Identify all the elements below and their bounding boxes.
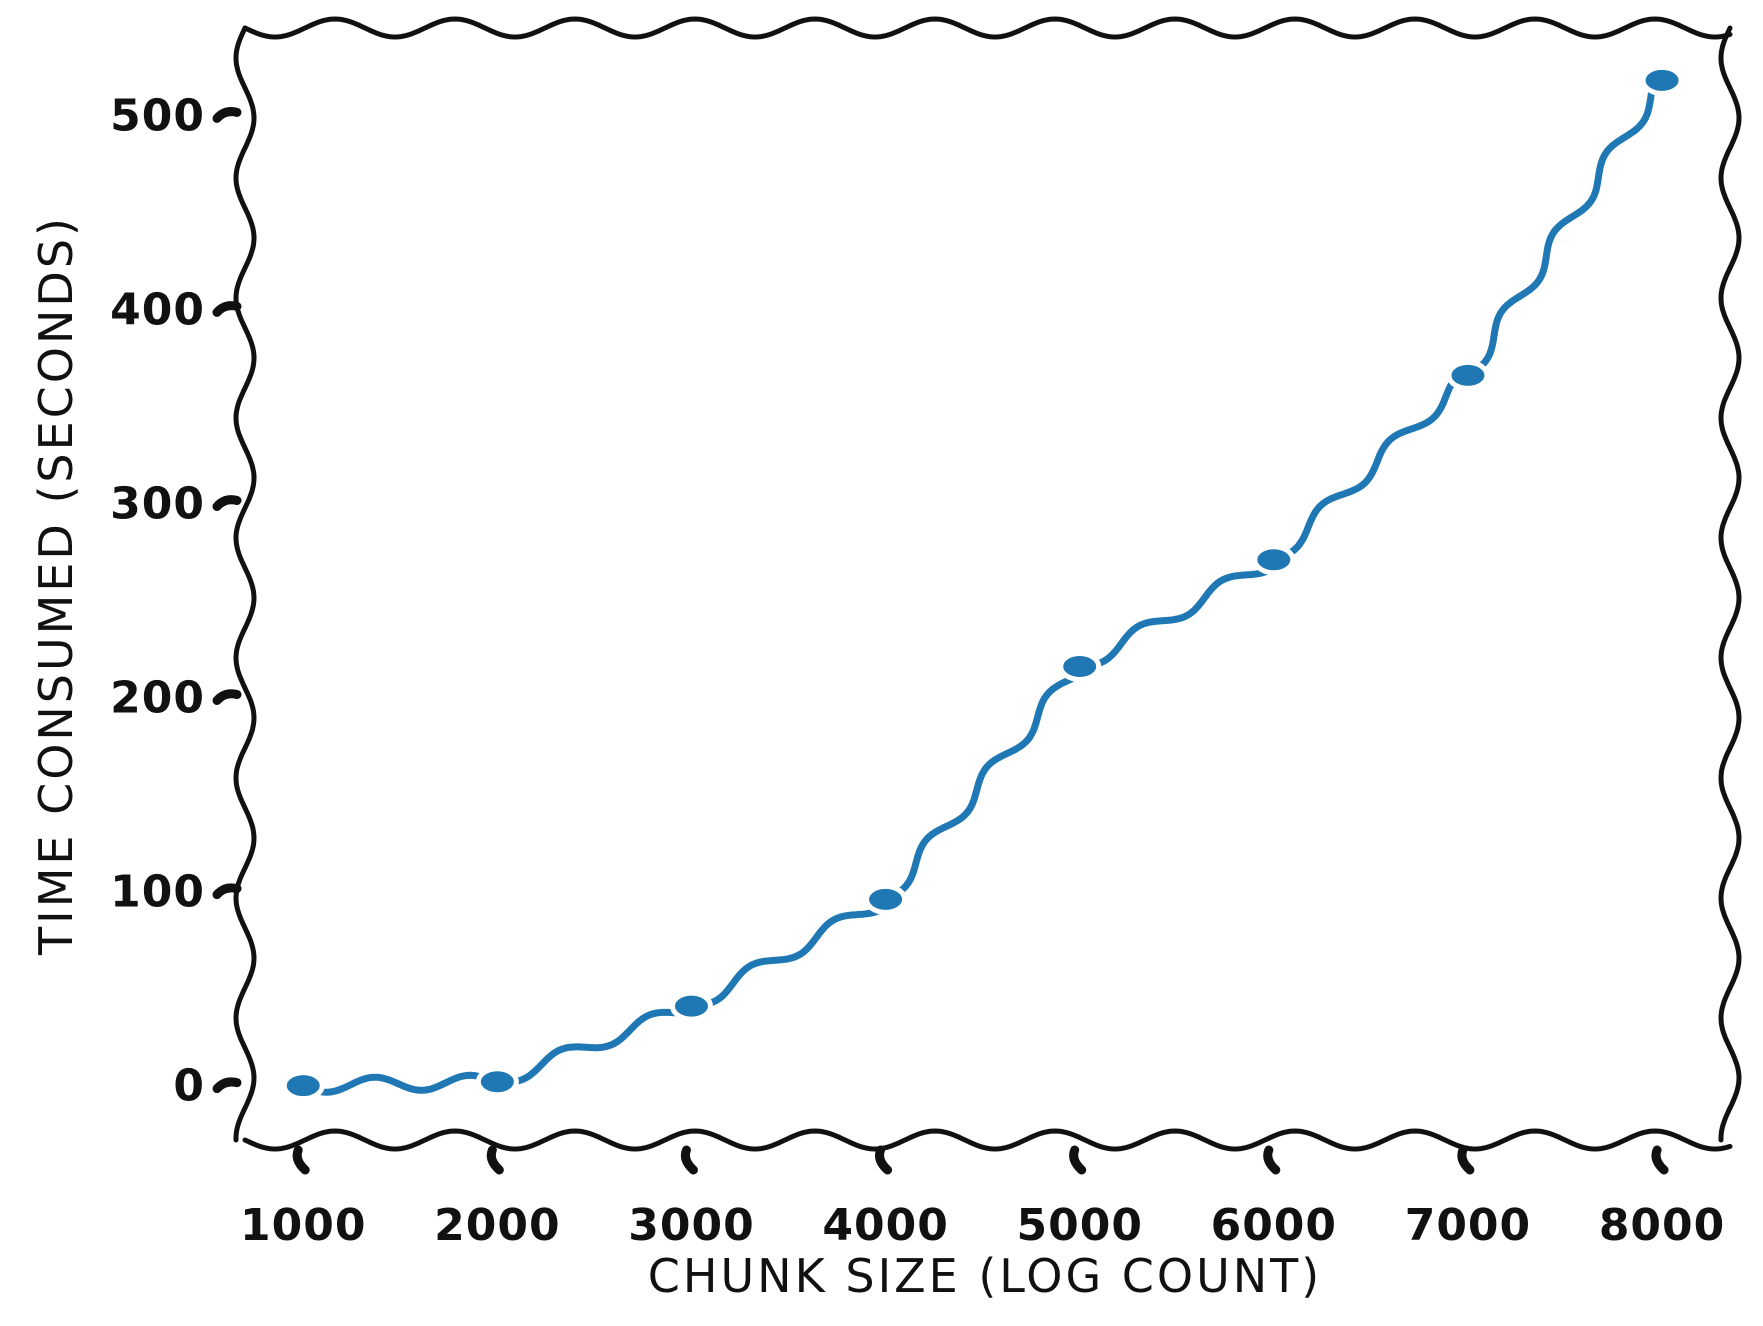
x-tick-mark [1263,1145,1281,1175]
y-tick-mark [212,883,242,900]
data-point [281,1070,325,1102]
data-point [1058,650,1102,682]
frame-right [1718,25,1742,1143]
x-tick-mark [1651,1145,1669,1175]
x-tick-label: 2000 [434,1200,560,1251]
x-tick-label: 4000 [822,1200,948,1251]
data-point [1252,544,1296,576]
y-tick-label: 200 [110,673,205,724]
y-tick-label: 100 [110,867,205,918]
x-tick-mark [875,1145,893,1175]
y-tick-label: 0 [173,1061,205,1112]
y-tick-label: 400 [110,284,205,335]
y-tick-mark [212,1077,242,1094]
y-tick-mark [212,495,242,511]
x-tick-label: 8000 [1599,1200,1725,1251]
axis-labels: CHUNK SIZE (LOG COUNT) TIME CONSUMED (SE… [29,215,1322,1303]
y-tick-label: 500 [110,90,205,141]
y-axis-label: TIME CONSUMED (SECONDS) [29,215,83,956]
series-layer [281,64,1684,1102]
data-point [864,883,908,915]
plot-frame [233,16,1742,1152]
x-tick-label: 7000 [1405,1200,1531,1251]
y-tick-mark [212,689,242,706]
series-line [299,73,1660,1096]
y-tick-mark [212,301,242,317]
frame-top [242,16,1733,40]
axis-ticks: 1000 2000 3000 4000 5000 6000 7000 8000 0 100 200 3… [110,90,1725,1251]
frame-bottom [242,1128,1733,1152]
x-tick-mark [1069,1145,1087,1175]
x-tick-label: 3000 [628,1200,754,1251]
data-point [1446,359,1490,391]
x-tick-mark [292,1145,310,1175]
x-tick-label: 1000 [240,1200,366,1251]
data-point [475,1066,519,1098]
data-point [1640,64,1684,96]
x-tick-mark [486,1145,504,1175]
data-point [669,990,713,1022]
x-tick-label: 6000 [1211,1200,1337,1251]
y-tick-label: 300 [110,478,205,529]
y-tick-mark [212,107,242,123]
x-tick-mark [680,1145,698,1175]
frame-left [233,25,257,1143]
x-axis-label: CHUNK SIZE (LOG COUNT) [648,1249,1322,1303]
x-tick-mark [1457,1145,1475,1175]
x-tick-label: 5000 [1016,1200,1142,1251]
